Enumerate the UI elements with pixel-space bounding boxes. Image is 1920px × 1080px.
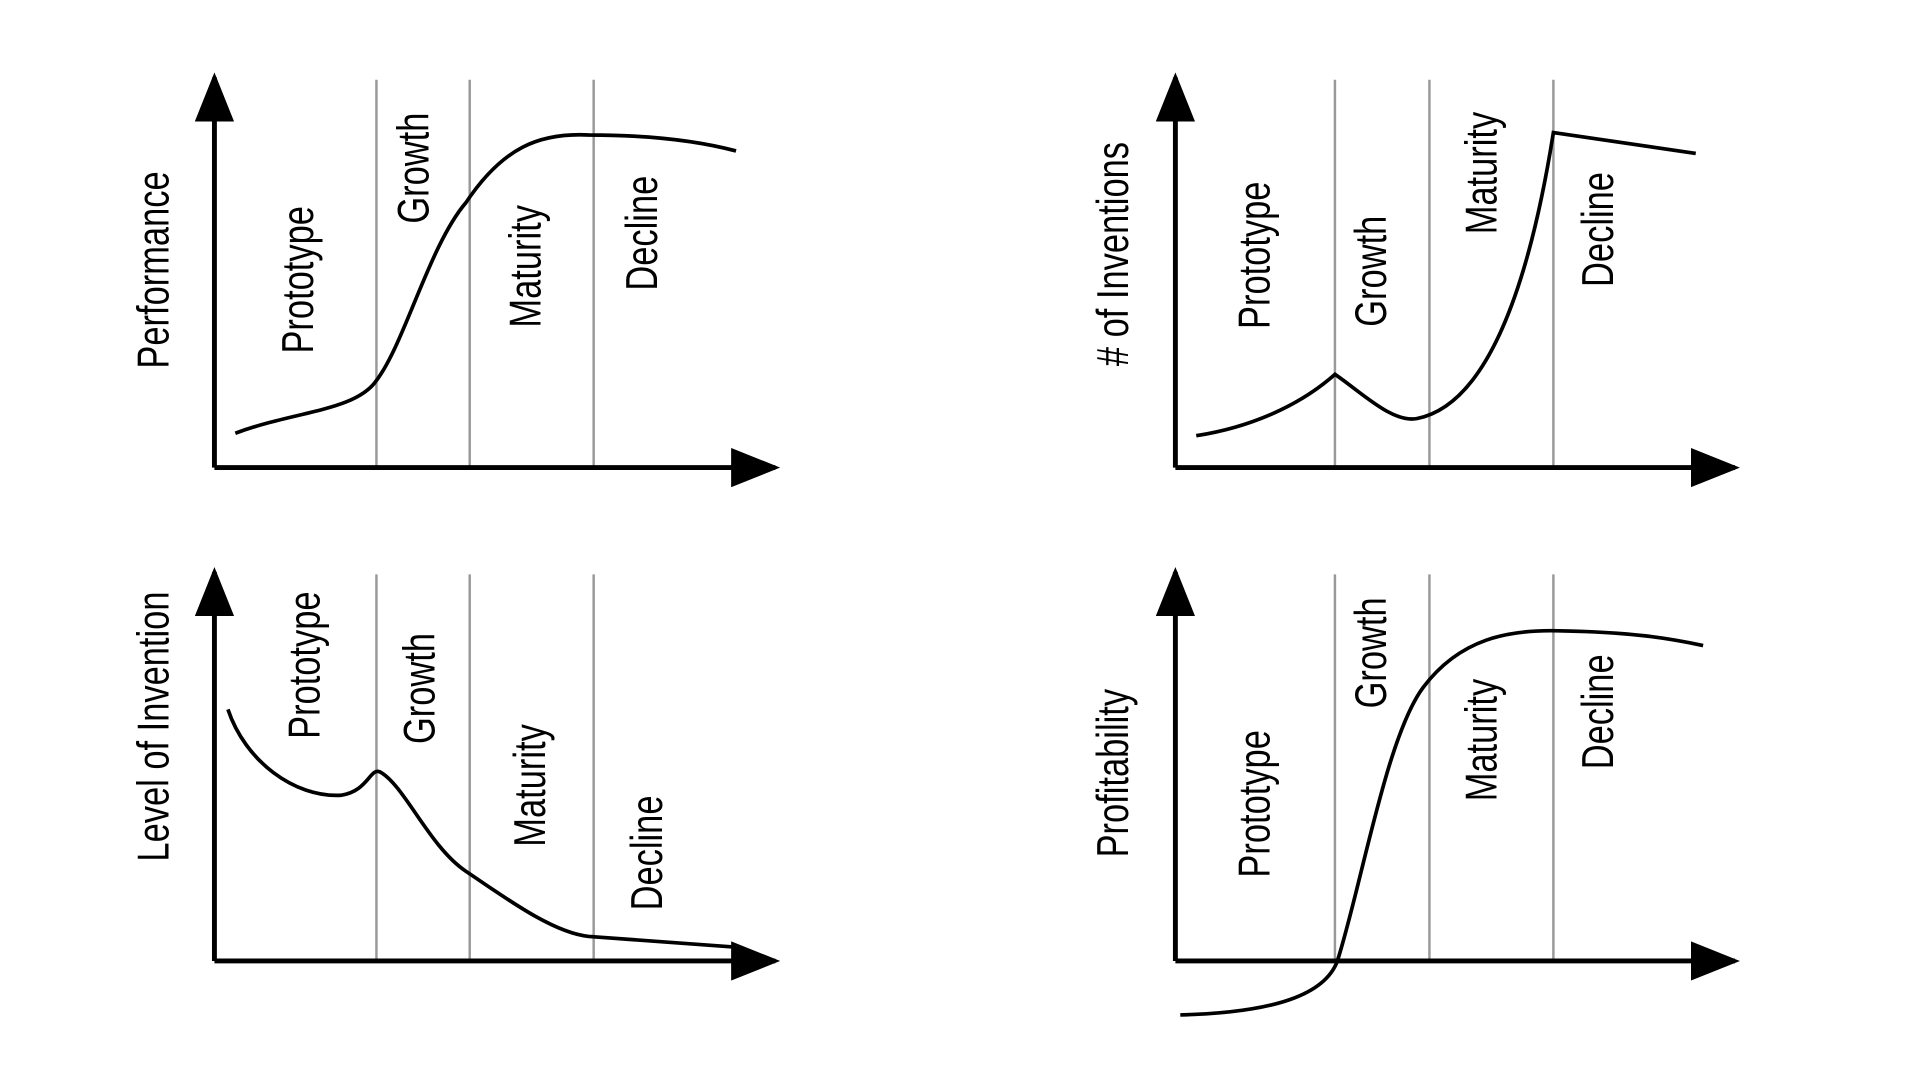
stage-label: Decline — [1574, 172, 1623, 287]
y-axis-label: # of Inventions — [1089, 142, 1138, 366]
stage-label: Prototype — [280, 591, 329, 738]
stage-label: Maturity — [1457, 112, 1506, 235]
stage-label: Maturity — [506, 724, 555, 847]
stage-label: Growth — [1347, 597, 1396, 708]
stage-label: Growth — [390, 113, 439, 224]
y-axis-label: Profitability — [1089, 689, 1138, 858]
stage-label: Prototype — [1230, 730, 1279, 877]
stage-label: Decline — [1574, 654, 1623, 769]
stage-label: Growth — [396, 633, 445, 744]
stage-label: Maturity — [1457, 679, 1506, 802]
stage-label: Decline — [623, 796, 672, 911]
stage-label: Prototype — [274, 206, 323, 353]
y-axis-label: Performance — [129, 171, 178, 368]
stage-label: Prototype — [1230, 182, 1279, 329]
y-axis-label: Level of Invention — [129, 592, 178, 862]
stage-label: Maturity — [501, 205, 550, 328]
stage-label: Growth — [1347, 216, 1396, 327]
stage-label: Decline — [618, 176, 667, 291]
